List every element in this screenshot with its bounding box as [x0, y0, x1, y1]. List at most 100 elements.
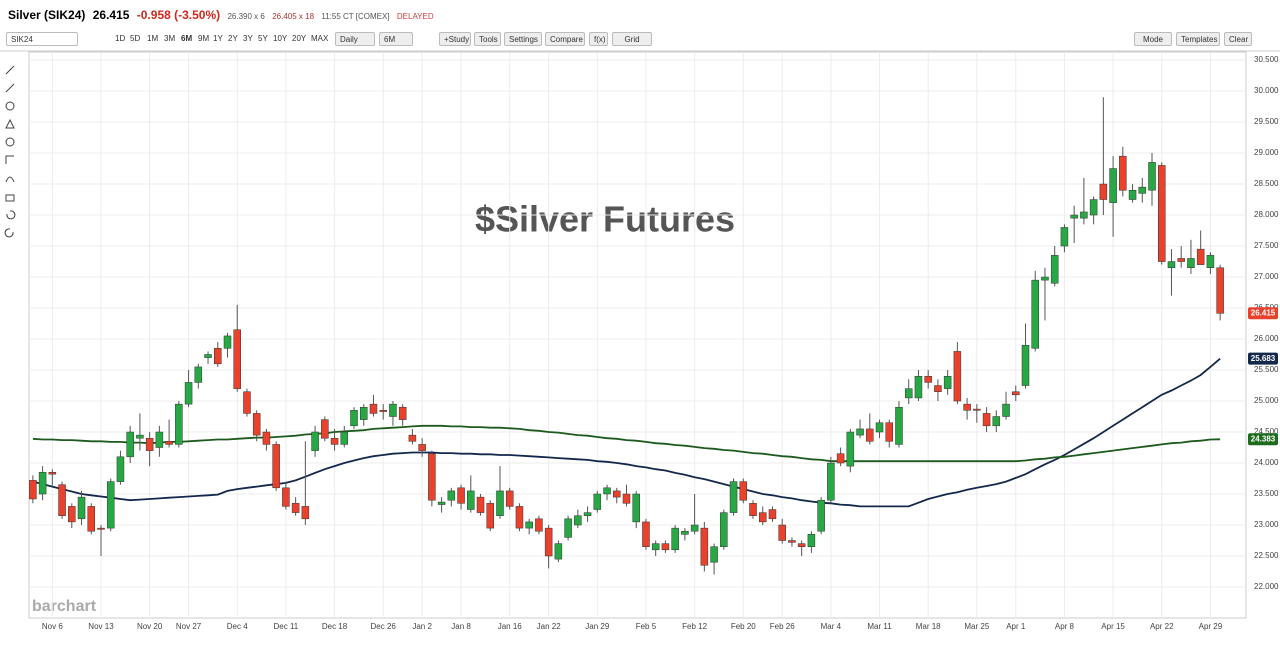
last: 26.415: [92, 8, 130, 22]
toolbar-button[interactable]: Templates: [1176, 32, 1220, 46]
y-tick-label: 25.500: [1254, 365, 1279, 374]
range-button[interactable]: 20Y: [292, 34, 307, 43]
candle-body: [301, 506, 310, 520]
candle-body: [505, 490, 514, 507]
y-tick-label: 30.000: [1254, 86, 1279, 95]
range-button[interactable]: 10Y: [273, 34, 288, 43]
toolbar-button[interactable]: Tools: [474, 32, 501, 46]
candle-body: [807, 534, 816, 547]
candle-body: [437, 501, 446, 505]
ask: 26.405 x 18: [272, 12, 315, 21]
candle-body: [486, 503, 495, 529]
candle-body: [126, 431, 134, 458]
candle-body: [106, 481, 115, 529]
candle-body: [1021, 344, 1030, 386]
candle-body: [496, 490, 504, 516]
y-tick-label: 23.000: [1254, 520, 1279, 529]
candle-body: [1177, 258, 1185, 262]
moving-average: [32, 424, 1221, 463]
period-select[interactable]: 6M: [379, 32, 413, 46]
candle-body: [836, 453, 845, 464]
annotation: $Silver Futures: [475, 199, 735, 240]
candle-body: [1187, 258, 1195, 268]
candle-body: [1148, 162, 1156, 191]
candle-body: [797, 543, 806, 547]
toolbar-button[interactable]: f(x): [589, 32, 608, 46]
candle-body: [379, 410, 387, 412]
candle-body: [1196, 248, 1205, 265]
candle-body: [632, 493, 640, 523]
candle-body: [1216, 267, 1224, 314]
candle-body: [710, 546, 718, 563]
range-button[interactable]: 6M: [181, 34, 193, 43]
change: -0.958 (-3.50%): [136, 8, 221, 22]
watermark: barchart: [32, 598, 97, 615]
candle-body: [992, 416, 1001, 427]
toolbar-button[interactable]: Grid: [612, 32, 652, 46]
range-button[interactable]: 3Y: [243, 34, 253, 43]
candle-body: [184, 382, 193, 405]
candle-body: [651, 543, 660, 551]
range-button[interactable]: 3M: [164, 34, 176, 43]
candle-body: [87, 506, 96, 532]
candle-body: [729, 481, 738, 513]
candle-body: [1012, 391, 1020, 396]
range-button[interactable]: 5D: [130, 34, 141, 43]
range-button[interactable]: 2Y: [228, 34, 238, 43]
x-tick-label: Dec 11: [274, 622, 299, 631]
range-button[interactable]: 9M: [198, 34, 210, 43]
candle-body: [408, 434, 417, 442]
y-tick-label: 25.000: [1254, 396, 1279, 405]
candle-body: [369, 403, 378, 414]
candle-body: [223, 335, 232, 349]
candle-body: [554, 543, 563, 560]
candle-body: [1060, 227, 1069, 247]
candle-body: [272, 444, 280, 489]
toolbar-button[interactable]: Mode: [1134, 32, 1172, 46]
candle-body: [525, 521, 533, 529]
x-tick-label: Dec 26: [371, 622, 397, 631]
range-button[interactable]: 1D: [115, 34, 126, 43]
toolbar-button[interactable]: Clear: [1224, 32, 1252, 46]
toolbar-button[interactable]: Settings: [504, 32, 542, 46]
candle-body: [982, 413, 991, 427]
symbol: Silver (SIK24): [8, 8, 86, 22]
candle-body: [846, 431, 855, 467]
x-tick-label: Apr 22: [1150, 622, 1174, 631]
range-button[interactable]: MAX: [311, 34, 329, 43]
candle-body: [1109, 168, 1117, 203]
candle-body: [1128, 189, 1137, 200]
interval-select[interactable]: Daily: [335, 32, 375, 46]
y-tick-label: 27.500: [1254, 241, 1279, 250]
candle-body: [38, 472, 47, 495]
candle-body: [1206, 255, 1215, 268]
range-button[interactable]: 5Y: [258, 34, 268, 43]
candle-body: [68, 506, 76, 523]
toolbar-button[interactable]: +Study: [439, 32, 471, 46]
x-tick-label: Mar 18: [916, 622, 941, 631]
range-button[interactable]: 1Y: [213, 34, 223, 43]
candle-body: [739, 481, 748, 501]
moving-average: [32, 358, 1221, 508]
candle-body: [359, 406, 368, 420]
x-tick-label: Jan 22: [537, 622, 562, 631]
symbol-input[interactable]: SIK24: [6, 32, 78, 46]
candle-body: [720, 512, 728, 547]
candle-body: [204, 354, 212, 358]
candle-body: [681, 530, 689, 535]
candle-body: [1167, 261, 1176, 268]
x-tick-label: Feb 5: [636, 622, 657, 631]
x-tick-label: Jan 16: [498, 622, 523, 631]
y-tick-label: 28.500: [1254, 179, 1279, 188]
candle-body: [924, 375, 932, 383]
candle-body: [48, 472, 57, 475]
x-tick-label: Dec 18: [322, 622, 348, 631]
candle-body: [895, 406, 903, 445]
toolbar-button[interactable]: Compare: [545, 32, 585, 46]
x-tick-label: Apr 29: [1199, 622, 1223, 631]
range-button[interactable]: 1M: [147, 34, 159, 43]
candle-body: [476, 496, 485, 513]
grid: [29, 52, 1246, 618]
x-tick-label: Feb 26: [770, 622, 795, 631]
